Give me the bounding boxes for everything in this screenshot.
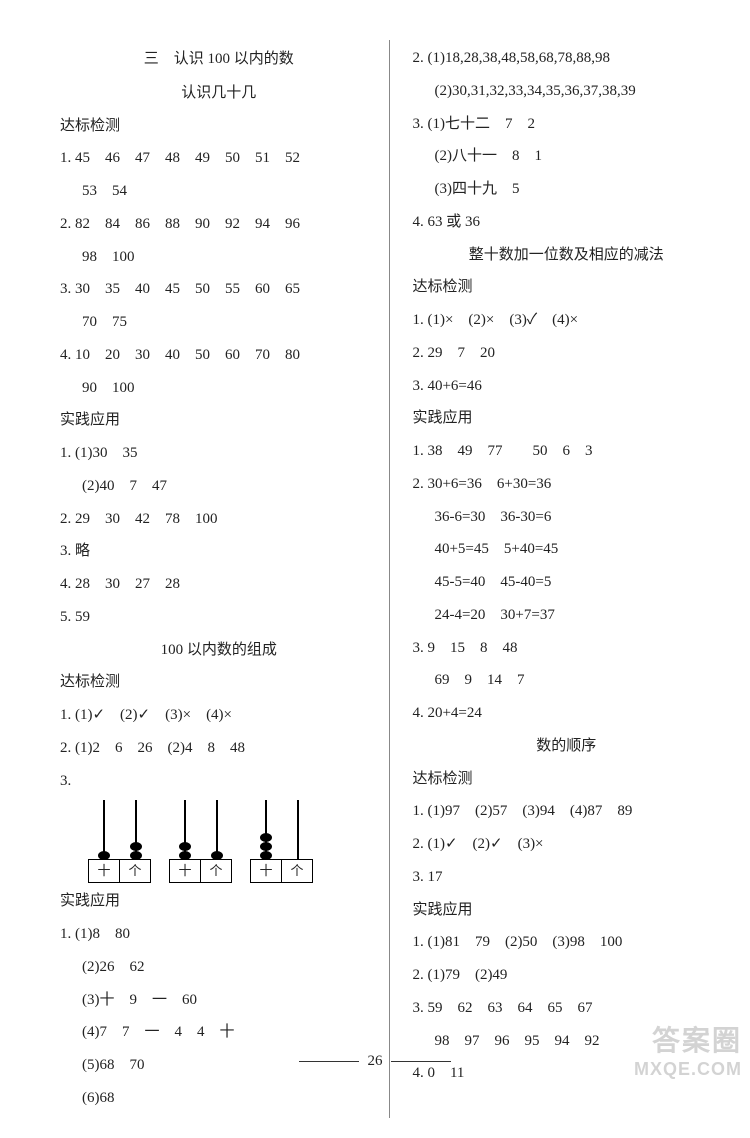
page-number: 26	[368, 1053, 383, 1069]
heading-dabiao: 达标检测	[412, 766, 720, 794]
answer-line: 4. 63 或 36	[412, 209, 720, 237]
answer-line: 45-5=40 45-40=5	[412, 569, 720, 597]
answer-line: 1. (1)✓ (2)✓ (3)× (4)×	[60, 702, 377, 730]
answer-line: (2)40 7 47	[60, 473, 377, 501]
answer-line: 1. (1)81 79 (2)50 (3)98 100	[412, 929, 720, 957]
answer-line: 4. 20+4=24	[412, 700, 720, 728]
answer-line: 53 54	[60, 178, 377, 206]
watermark-text: MXQE.COM	[634, 1059, 742, 1080]
answer-line: 3. 30 35 40 45 50 55 60 65	[60, 276, 377, 304]
answer-line: (2)26 62	[60, 954, 377, 982]
answer-line: (2)八十一 8 1	[412, 143, 720, 171]
answer-line: 2. (1)79 (2)49	[412, 962, 720, 990]
answer-line: 70 75	[60, 309, 377, 337]
answer-line: 2. (1)2 6 26 (2)4 8 48	[60, 735, 377, 763]
subtitle: 数的顺序	[412, 733, 720, 761]
column-divider	[389, 40, 390, 1118]
answer-line: 1. (1)8 80	[60, 921, 377, 949]
answer-line: 2. (1)18,28,38,48,58,68,78,88,98	[412, 45, 720, 73]
answer-line: 1. (1)30 35	[60, 440, 377, 468]
abacus-icon: 十个	[250, 800, 313, 883]
answer-line: 2. 29 30 42 78 100	[60, 506, 377, 534]
answer-line: 36-6=30 36-30=6	[412, 504, 720, 532]
answer-line: 1. (1)× (2)× (3)✓ (4)×	[412, 307, 720, 335]
watermark-text: 答案圈	[634, 1019, 742, 1059]
answer-line: (4)7 7 一 4 4 十	[60, 1019, 377, 1047]
chapter-title: 三 认识 100 以内的数	[60, 46, 377, 74]
answer-line: 5. 59	[60, 604, 377, 632]
answer-line: 2. 82 84 86 88 90 92 94 96	[60, 211, 377, 239]
answer-line: 98 100	[60, 244, 377, 272]
answer-line: 24-4=20 30+7=37	[412, 602, 720, 630]
answer-line: 90 100	[60, 375, 377, 403]
answer-line: (3)四十九 5	[412, 176, 720, 204]
heading-shijian: 实践应用	[412, 405, 720, 433]
answer-line: 3.	[60, 768, 377, 796]
right-column: 2. (1)18,28,38,48,58,68,78,88,98 (2)30,3…	[392, 40, 720, 1118]
answer-line: 3. 17	[412, 864, 720, 892]
abacus-row: 十个十个十个	[88, 800, 377, 883]
answer-line: 3. 40+6=46	[412, 373, 720, 401]
subtitle: 整十数加一位数及相应的减法	[412, 242, 720, 270]
heading-shijian: 实践应用	[412, 897, 720, 925]
answer-line: (3)十 9 一 60	[60, 987, 377, 1015]
answer-line: 4. 28 30 27 28	[60, 571, 377, 599]
answer-line: 69 9 14 7	[412, 667, 720, 695]
watermark: 答案圈 MXQE.COM	[634, 1019, 742, 1080]
answer-line: (2)30,31,32,33,34,35,36,37,38,39	[412, 78, 720, 106]
answer-line: 3. (1)七十二 7 2	[412, 111, 720, 139]
answer-line: 2. 29 7 20	[412, 340, 720, 368]
answer-line: 1. 38 49 77 50 6 3	[412, 438, 720, 466]
answer-line: 2. (1)✓ (2)✓ (3)×	[412, 831, 720, 859]
answer-line: 4. 10 20 30 40 50 60 70 80	[60, 342, 377, 370]
abacus-icon: 十个	[169, 800, 232, 883]
answer-line: 1. (1)97 (2)57 (3)94 (4)87 89	[412, 798, 720, 826]
subtitle: 认识几十几	[60, 80, 377, 108]
answer-line: 1. 45 46 47 48 49 50 51 52	[60, 145, 377, 173]
heading-shijian: 实践应用	[60, 888, 377, 916]
answer-line: 3. 9 15 8 48	[412, 635, 720, 663]
heading-dabiao: 达标检测	[60, 113, 377, 141]
left-column: 三 认识 100 以内的数 认识几十几 达标检测 1. 45 46 47 48 …	[60, 40, 387, 1118]
answer-line: 3. 略	[60, 538, 377, 566]
heading-dabiao: 达标检测	[412, 274, 720, 302]
heading-dabiao: 达标检测	[60, 669, 377, 697]
heading-shijian: 实践应用	[60, 407, 377, 435]
abacus-icon: 十个	[88, 800, 151, 883]
subtitle: 100 以内数的组成	[60, 637, 377, 665]
answer-line: 2. 30+6=36 6+30=36	[412, 471, 720, 499]
answer-line: 40+5=45 5+40=45	[412, 536, 720, 564]
answer-line: (6)68	[60, 1085, 377, 1113]
